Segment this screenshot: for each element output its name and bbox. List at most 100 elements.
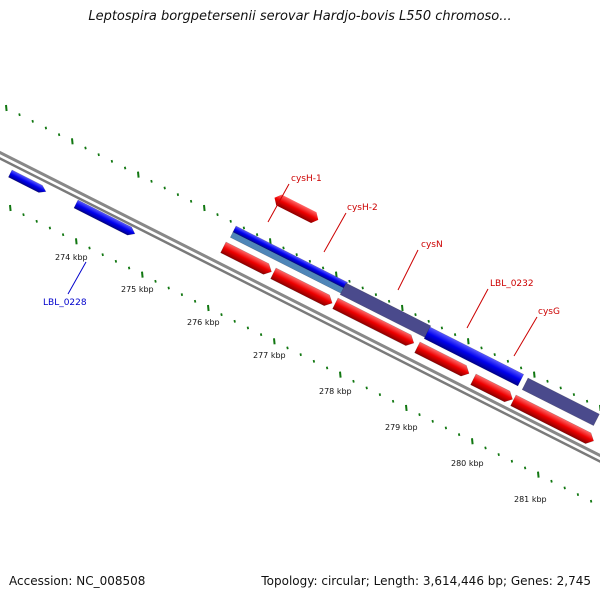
scale-tick-label: 276 kbp: [187, 318, 220, 327]
label-leader-line: [67, 261, 87, 295]
reverse-gene-feature: [510, 394, 594, 444]
outer-tick: [519, 366, 523, 370]
inner-tick: [431, 419, 434, 423]
inner-tick: [101, 253, 104, 257]
gene-label: LBL_0232: [490, 279, 534, 289]
outer-tick: [440, 326, 444, 330]
reverse-gene-feature: [270, 267, 333, 307]
outer-tick: [163, 186, 166, 190]
scale-tick-label: 279 kbp: [385, 423, 418, 432]
outer-tick: [5, 104, 8, 112]
outer-tick: [203, 204, 206, 212]
inner-tick: [312, 359, 316, 363]
outer-tick: [229, 219, 232, 223]
inner-tick: [9, 204, 12, 212]
outer-tick: [493, 353, 496, 357]
inner-tick: [418, 413, 421, 417]
inner-tick: [88, 246, 91, 250]
forward-gene-feature: [8, 169, 47, 193]
inner-tick: [497, 453, 500, 457]
inner-tick: [563, 486, 566, 490]
gene-labels: LBL_0228 cysH-1 cysH-2 cysN LBL_0232 cysG: [43, 174, 560, 317]
inner-tick: [61, 233, 65, 237]
inner-tick: [127, 266, 131, 270]
outer-tick: [335, 271, 338, 278]
gene-label: LBL_0228: [43, 298, 87, 308]
inner-tick: [286, 346, 289, 350]
outer-tick: [57, 133, 61, 137]
gene-label: cysG: [538, 307, 560, 317]
reverse-gene-feature: [220, 241, 272, 275]
outer-tick: [572, 393, 576, 397]
outer-tick: [255, 233, 259, 237]
inner-tick: [444, 426, 448, 430]
inner-tick: [246, 326, 250, 330]
outer-tick: [387, 299, 391, 303]
forward-gene-feature: [423, 326, 525, 387]
reverse-gene-feature: [332, 297, 415, 346]
minor-tick-marks-inner: [9, 204, 593, 503]
inner-tick: [484, 446, 487, 450]
scale-tick-label: 281 kbp: [514, 495, 547, 504]
reverse-gene-feature: [414, 341, 470, 377]
scale-tick-label: 280 kbp: [451, 459, 484, 468]
map-title: Leptospira borgpetersenii serovar Hardjo…: [88, 9, 512, 24]
minor-tick-marks-outer: [5, 104, 600, 412]
accession-text: Accession: NC_008508: [9, 574, 146, 588]
outer-tick: [269, 238, 272, 245]
inner-tick: [35, 219, 38, 223]
outer-tick: [18, 113, 21, 117]
gene-label: cysH-1: [291, 174, 322, 184]
outer-tick: [150, 179, 153, 183]
genome-summary-text: Topology: circular; Length: 3,614,446 bp…: [261, 574, 591, 588]
reverse-gene-feature-1: [274, 194, 319, 223]
scale-tick-label: 277 kbp: [253, 351, 286, 360]
label-leader-line: [397, 249, 419, 291]
inner-tick: [154, 279, 157, 283]
forward-gene-feature: [73, 199, 136, 236]
outer-tick: [44, 126, 48, 130]
inner-tick: [471, 438, 474, 445]
scale-labels: 274 kbp 275 kbp 276 kbp 277 kbp 278 kbp 279 k…: [55, 253, 547, 504]
scale-tick-label: 275 kbp: [121, 285, 154, 294]
inner-tick: [405, 404, 408, 412]
inner-tick: [510, 459, 514, 463]
outer-tick: [71, 138, 74, 145]
outer-tick: [176, 193, 180, 197]
outer-tick: [242, 226, 246, 230]
inner-tick: [48, 226, 52, 230]
label-leader-line: [466, 288, 489, 329]
label-leader-line: [513, 316, 538, 357]
outer-tick: [321, 266, 325, 270]
label-leader-line: [323, 212, 347, 253]
outer-tick: [401, 304, 404, 312]
outer-tick: [31, 119, 34, 123]
outer-tick: [506, 359, 510, 363]
outer-tick: [137, 171, 140, 178]
backbone-line-lower: [0, 157, 600, 463]
outer-tick: [427, 319, 430, 323]
inner-tick: [141, 271, 144, 278]
inner-tick: [576, 493, 580, 497]
outer-tick: [348, 279, 351, 283]
outer-tick: [546, 379, 549, 383]
outer-tick: [361, 286, 364, 290]
inner-tick: [193, 299, 197, 303]
inner-tick: [378, 393, 382, 397]
label-leader-line: [267, 183, 290, 223]
outer-tick: [467, 338, 470, 345]
inner-tick: [167, 286, 170, 290]
inner-tick: [233, 319, 236, 323]
inner-tick: [273, 338, 276, 345]
outer-tick: [216, 213, 219, 217]
overlap-feature: [521, 377, 600, 427]
outer-tick: [585, 399, 589, 403]
gene-label: cysN: [421, 240, 443, 250]
inner-tick: [457, 433, 461, 437]
inner-tick: [537, 471, 540, 478]
inner-tick: [589, 499, 593, 503]
inner-tick: [550, 479, 553, 483]
inner-tick: [22, 213, 25, 217]
